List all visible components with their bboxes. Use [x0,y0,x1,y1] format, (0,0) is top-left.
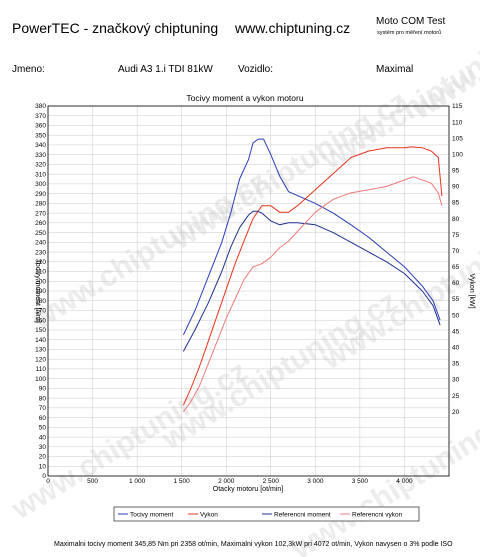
plot-area-frame [47,105,450,477]
y-right-tick-label: 40 [452,345,460,352]
legend-label: Tocivy moment [130,512,174,519]
legend-label: Referencni moment [274,512,331,519]
series-line-referencni-vykon [182,176,443,412]
y-left-tick-label: 330 [35,152,46,159]
watermark-text: www.chiptuning.cz [405,0,480,126]
y-right-tick-label: 105 [452,135,463,142]
y-left-tick-label: 220 [35,259,46,266]
vehicle-value: Maximal [376,64,414,75]
axis-ticks: 0 10 20 30 40 50 60 70 80 90 100 110 120 130 140 150 160… [35,103,463,485]
y-left-tick-label: 320 [35,162,46,169]
name-label: Jmeno: [12,64,45,75]
y-left-tick-label: 80 [39,395,47,402]
brand-title: PowerTEC - značkový chiptuning [12,20,219,36]
series-line-tocivy-moment [182,138,441,336]
y-right-tick-label: 75 [452,232,460,239]
y-left-tick-label: 50 [39,425,47,432]
vehicle-label: Vozidlo: [238,64,274,75]
y-left-tick-label: 70 [39,405,47,412]
x-axis-label: Otacky motoru [ot/min] [213,486,283,493]
series-line-vykon [182,146,443,406]
x-tick-label: 1 000 [129,478,146,485]
legend-label: Vykon [200,512,218,519]
y-right-tick-label: 100 [452,151,463,158]
series-line-referencni-moment [182,210,441,352]
y-left-tick-label: 300 [35,181,46,188]
y-left-tick-label: 350 [35,132,46,139]
website-address: www.chiptuning.cz [235,20,351,36]
y-right-tick-label: 95 [452,168,460,175]
y-right-tick-label: 65 [452,264,460,271]
y-right-tick-label: 60 [452,280,460,287]
y-left-tick-label: 180 [35,298,46,305]
y-right-tick-label: 80 [452,216,460,223]
y-left-tick-label: 290 [35,191,46,198]
chart-title: Tocivy moment a vykon motoru [186,93,303,103]
y-left-tick-label: 120 [35,356,46,363]
y-left-tick-label: 140 [35,337,46,344]
footer-summary: Maximalni tocivy moment 345,85 Nm pri 23… [54,541,453,548]
y-left-tick-label: 40 [39,434,47,441]
y-left-tick-label: 20 [39,454,47,461]
y-right-tick-label: 30 [452,377,460,384]
y-left-tick-label: 60 [39,415,47,422]
y-left-tick-label: 260 [35,220,46,227]
legend: Tocivy moment Vykon Referencni moment Refer… [118,512,403,519]
legend-label: Referencni vykon [352,512,403,519]
y-right-tick-label: 115 [452,103,463,110]
y-left-tick-label: 310 [35,171,46,178]
y-right-tick-label: 20 [452,409,460,416]
x-tick-label: 4 000 [396,478,413,485]
y-left-tick-label: 340 [35,142,46,149]
y-left-tick-label: 230 [35,249,46,256]
y-right-axis-label: Vykon [kW] [468,273,475,308]
tester-title: Moto COM Test [376,16,446,27]
y-right-tick-label: 45 [452,328,460,335]
y-right-tick-label: 70 [452,248,460,255]
y-left-tick-label: 100 [35,376,46,383]
y-left-tick-label: 370 [35,113,46,120]
y-left-tick-label: 150 [35,327,46,334]
y-left-tick-label: 30 [39,444,47,451]
y-left-tick-label: 190 [35,288,46,295]
y-right-tick-label: 25 [452,393,460,400]
x-tick-label: 0 [46,478,50,485]
y-left-tick-label: 380 [35,103,46,110]
y-left-tick-label: 240 [35,240,46,247]
y-left-tick-label: 270 [35,210,46,217]
chart-grid [47,105,449,477]
y-left-tick-label: 160 [35,317,46,324]
y-right-tick-label: 85 [452,200,460,207]
y-right-tick-label: 55 [452,296,460,303]
y-left-tick-label: 200 [35,278,46,285]
y-right-tick-label: 110 [452,119,463,126]
x-tick-label: 2 500 [263,478,280,485]
y-left-tick-label: 130 [35,347,46,354]
x-tick-label: 2 000 [218,478,235,485]
y-left-tick-label: 10 [39,463,47,470]
x-tick-label: 3 500 [352,478,369,485]
x-tick-label: 3 000 [307,478,324,485]
y-left-tick-label: 280 [35,201,46,208]
tester-subtitle: systém pro měření motorů [377,30,442,36]
y-left-tick-label: 110 [36,366,47,373]
y-left-tick-label: 170 [35,308,46,315]
y-right-tick-label: 35 [452,361,460,368]
car-name: Audi A3 1.i TDI 81kW [118,64,213,75]
y-left-tick-label: 0 [42,473,46,480]
x-tick-label: 500 [87,478,98,485]
y-left-tick-label: 210 [35,269,46,276]
y-right-tick-label: 90 [452,184,460,191]
y-left-axis-label: Tocivy moment [Nm] [34,259,41,322]
y-right-tick-label: 50 [452,312,460,319]
x-tick-label: 1 500 [174,478,191,485]
y-left-tick-label: 250 [35,230,46,237]
y-left-tick-label: 90 [39,386,47,393]
y-left-tick-label: 360 [35,123,46,130]
chart-series [182,138,443,412]
